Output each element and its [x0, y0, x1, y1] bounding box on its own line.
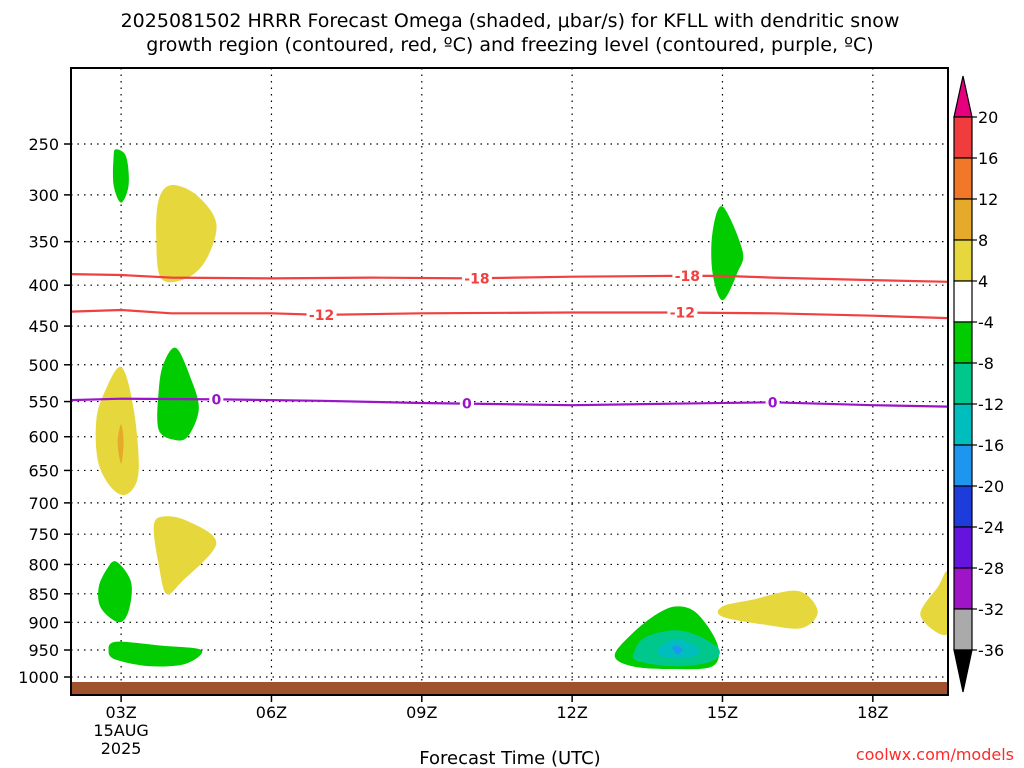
colorbar-bin [953, 403, 973, 446]
contour-line [71, 397, 948, 408]
chart-title-line1: 2025081502 HRRR Forecast Omega (shaded, … [121, 10, 900, 32]
x-tick-label: 18Z [857, 703, 888, 722]
x-tick-label: 03Z [105, 703, 136, 722]
omega-shaded-region [117, 424, 124, 464]
colorbar-label: -36 [978, 641, 1004, 660]
colorbar: 20 16 12 8 4 -4 -8 -12 -16 -20 -24 -28 -32 -36 [953, 75, 1004, 693]
omega-shaded-region [95, 366, 139, 495]
contour-label: -12 [309, 308, 334, 324]
contour-label: 0 [768, 395, 778, 411]
colorbar-bin [953, 444, 973, 487]
omega-shaded-region [108, 641, 203, 667]
y-tick-label: 900 [28, 613, 59, 632]
y-tick-label: 750 [28, 525, 59, 544]
colorbar-label: 4 [978, 272, 988, 291]
colorbar-bin [953, 608, 973, 651]
y-tick-label: 650 [28, 461, 59, 480]
y-tick-label: 350 [28, 233, 59, 252]
omega-shaded-region [98, 561, 132, 623]
x-tick-date: 15AUG [93, 721, 148, 740]
colorbar-label: -8 [978, 354, 994, 373]
x-tick-label: 06Z [256, 703, 287, 722]
y-tick-label: 550 [28, 393, 59, 412]
omega-shaded-region [156, 185, 217, 283]
y-tick-label: 1000 [18, 668, 59, 687]
colorbar-label: -24 [978, 518, 1004, 537]
contour-label-bg [459, 395, 474, 412]
colorbar-bin [953, 239, 973, 282]
contour-line [71, 308, 948, 320]
colorbar-bin [953, 198, 973, 241]
x-tick-year: 2025 [101, 739, 142, 758]
colorbar-top-arrow [953, 75, 973, 118]
colorbar-label: -4 [978, 313, 994, 332]
omega-shaded-region [157, 347, 199, 441]
colorbar-label: 20 [978, 108, 998, 127]
y-tick-label: 400 [28, 276, 59, 295]
colorbar-label: -16 [978, 436, 1004, 455]
colorbar-bin [953, 362, 973, 405]
x-tick-label: 15Z [707, 703, 738, 722]
contour-label: 0 [211, 392, 221, 408]
omega-shaded-region [672, 645, 683, 655]
colorbar-bottom-arrow [953, 649, 973, 693]
grid-lines [71, 68, 948, 695]
colorbar-bin [953, 526, 973, 569]
contour-label: -18 [464, 271, 489, 287]
y-tick-label: 450 [28, 317, 59, 336]
x-tick-label: 09Z [406, 703, 437, 722]
chart-title-line2: growth region (contoured, red, ºC) and f… [146, 34, 873, 56]
x-axis-label: Forecast Time (UTC) [419, 748, 600, 768]
colorbar-label: -12 [978, 395, 1004, 414]
colorbar-bin [953, 280, 973, 323]
x-tick-label: 12Z [556, 703, 587, 722]
contour-label: 0 [462, 397, 472, 413]
colorbar-bin [953, 567, 973, 610]
contour-label: -12 [670, 306, 695, 322]
omega-shaded-region [153, 516, 217, 595]
contour-label-bg [765, 394, 780, 411]
colorbar-label: -28 [978, 559, 1004, 578]
colorbar-label: 16 [978, 149, 998, 168]
omega-shaded-regions [95, 149, 948, 670]
colorbar-label: 12 [978, 190, 998, 209]
colorbar-bin [953, 321, 973, 364]
y-tick-label: 600 [28, 428, 59, 447]
y-tick-label: 950 [28, 641, 59, 660]
contour-label-bg [306, 306, 337, 323]
surface-terrain-band [72, 682, 947, 695]
y-tick-label: 500 [28, 356, 59, 375]
omega-shaded-region [711, 206, 744, 301]
colorbar-bin [953, 116, 973, 159]
contour-label: -18 [675, 269, 700, 285]
contour-label-bg [667, 304, 698, 321]
y-tick-label: 800 [28, 555, 59, 574]
credit-text: coolwx.com/models [856, 745, 1014, 764]
omega-shaded-region [112, 149, 129, 203]
colorbar-bin [953, 485, 973, 528]
colorbar-label: -32 [978, 600, 1004, 619]
contour-label-bg [672, 267, 703, 284]
y-axis-ticks: 250 300 350 400 450 500 550 600 650 700 750 800 850 9… [18, 135, 71, 687]
y-tick-label: 300 [28, 186, 59, 205]
y-tick-label: 250 [28, 135, 59, 154]
y-tick-label: 850 [28, 585, 59, 604]
contour-label-bg [461, 270, 492, 287]
contour-lines: -18 -18 -12 -12 0 0 0 [71, 267, 948, 413]
y-tick-label: 700 [28, 494, 59, 513]
contour-label-bg [209, 391, 224, 408]
colorbar-label: -20 [978, 477, 1004, 496]
plot-frame [70, 67, 949, 696]
contour-line [71, 273, 948, 283]
omega-shaded-region [717, 590, 818, 629]
colorbar-label: 8 [978, 231, 988, 250]
colorbar-bin [953, 157, 973, 200]
omega-shaded-region [920, 571, 948, 636]
